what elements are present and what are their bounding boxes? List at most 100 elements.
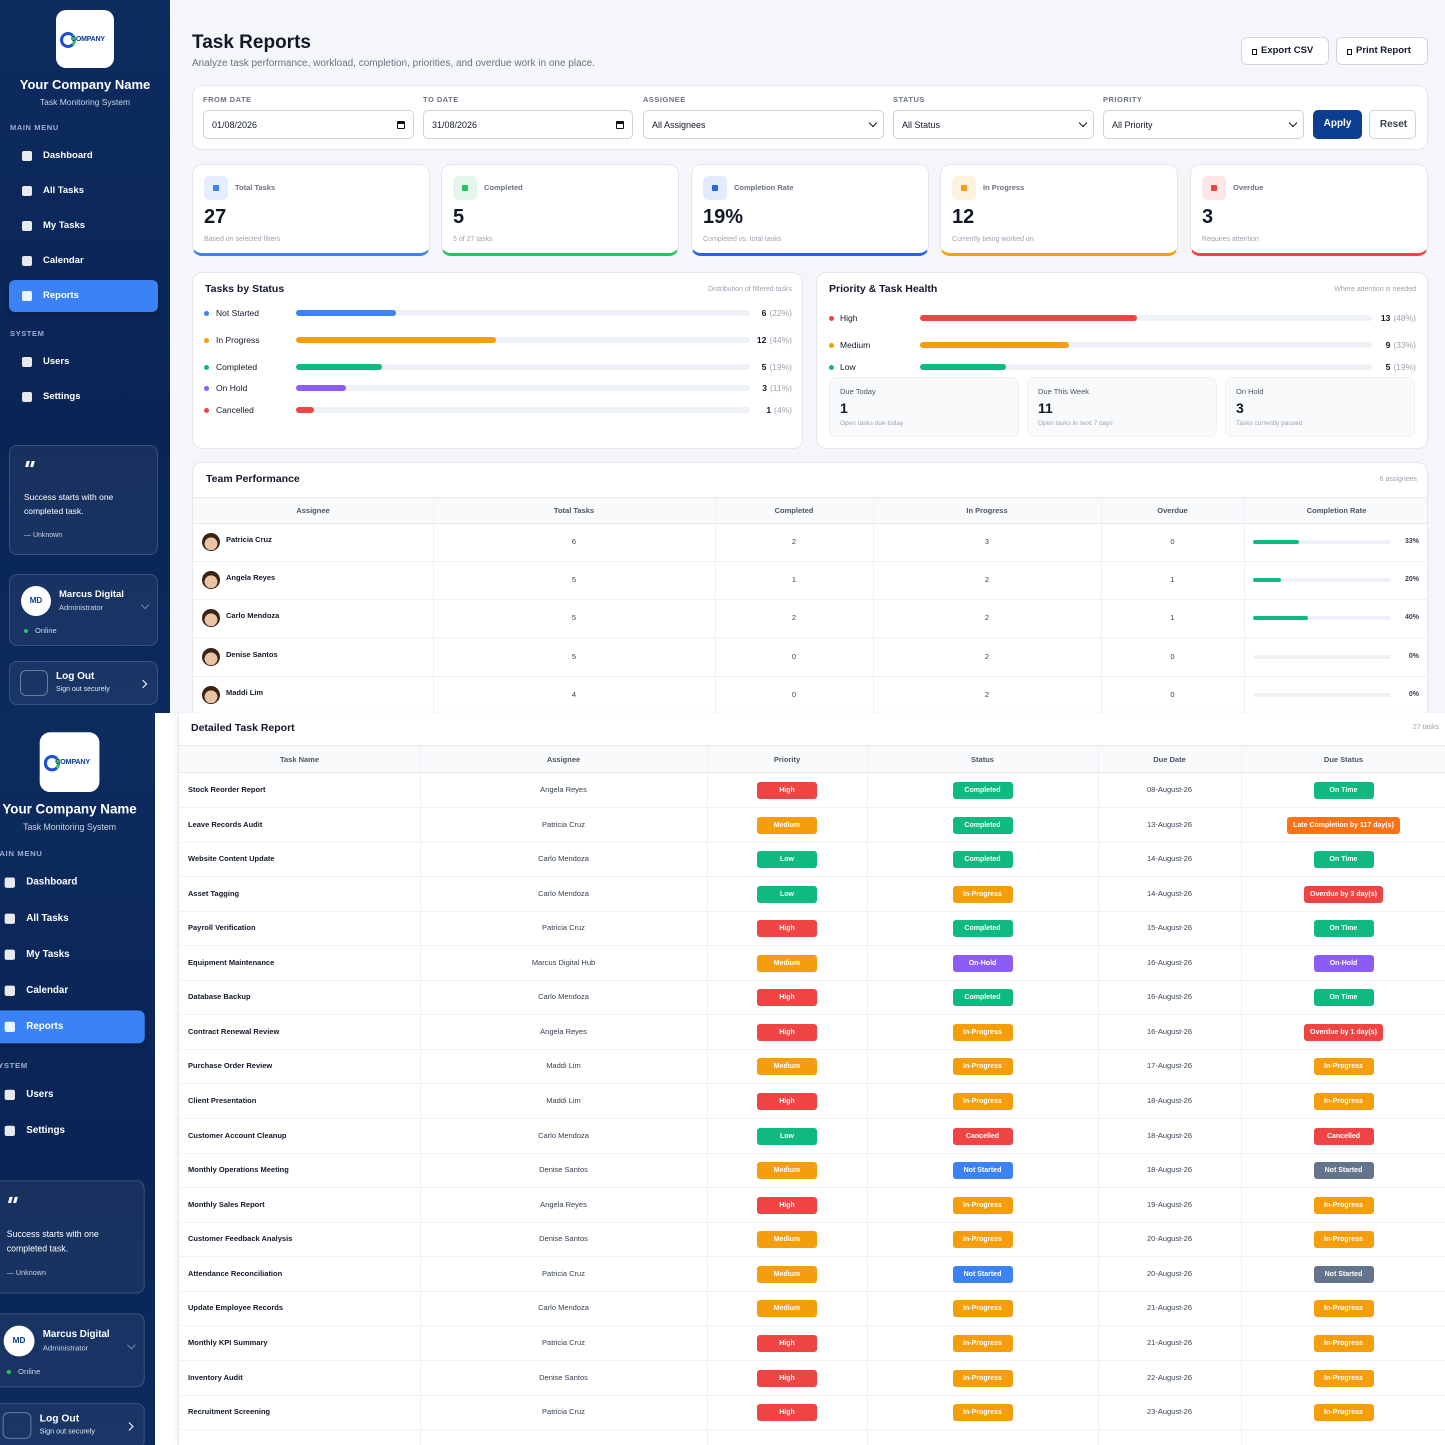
- menu-item[interactable]: Reports: [43, 290, 79, 301]
- apply-button[interactable]: Apply: [1313, 110, 1362, 139]
- logout-button[interactable]: Log Out Sign out securely: [9, 661, 158, 705]
- tagline: Task Monitoring System: [39, 97, 131, 107]
- badge-slot: In-Progress: [1244, 1404, 1444, 1422]
- task-name: Leave Records Audit: [188, 819, 263, 829]
- task-cell: 15-August-26: [1146, 923, 1193, 933]
- bar-track: [296, 310, 750, 316]
- logout-button[interactable]: Log Out Sign out securely: [0, 1402, 145, 1445]
- menu-item[interactable]: Users: [43, 356, 70, 367]
- menu-item[interactable]: Settings: [43, 391, 81, 402]
- legend-dot: [204, 385, 209, 391]
- badge-slot: Completed: [883, 920, 1083, 938]
- task-name: Database Backup: [188, 992, 251, 1002]
- row-divider: [179, 1118, 1445, 1120]
- task-cell: Angela Reyes: [540, 1199, 587, 1209]
- status-card: [192, 272, 803, 449]
- team-cell: 1: [1170, 613, 1175, 622]
- reset-button[interactable]: Reset: [1369, 110, 1416, 139]
- filter-input[interactable]: All Assignees: [643, 110, 884, 139]
- assignee-name: Maddi Lim: [226, 688, 264, 697]
- menu-item[interactable]: Reports: [26, 1020, 64, 1033]
- menu-label: SYSTEM: [10, 329, 45, 338]
- column-header: Assignee: [296, 506, 330, 515]
- rate-bar: [1253, 578, 1281, 582]
- sidebar: COMPANY Your Company Name Task Monitoring …: [0, 0, 170, 713]
- task-name: Attendance Reconciliation: [188, 1268, 283, 1278]
- task-name: Monthly Operations Meeting: [188, 1165, 289, 1175]
- task-cell: Denise Santos: [539, 1165, 588, 1175]
- badge: Overdue by 1 day(s): [1304, 1023, 1383, 1041]
- menu-icon: [22, 392, 32, 402]
- menu-item[interactable]: Users: [26, 1088, 54, 1101]
- menu-item[interactable]: Dashboard: [43, 150, 93, 161]
- avatar-initials: MD: [29, 596, 43, 605]
- menu-item[interactable]: Calendar: [26, 984, 69, 996]
- task-cell: Patricia Cruz: [542, 1268, 585, 1278]
- rate-track: [1253, 578, 1391, 582]
- badge: Completed: [952, 851, 1013, 869]
- task-name: Contract Renewal Review: [188, 1026, 280, 1036]
- card-subtitle: 6 assignees: [1379, 476, 1417, 483]
- filter-input[interactable]: All Priority: [1103, 110, 1304, 139]
- quote-card: Success starts with one completed task. —…: [9, 445, 158, 555]
- filter-input[interactable]: All Status: [893, 110, 1094, 139]
- stat-note: Based on selected filters: [204, 236, 281, 243]
- filter-input[interactable]: 31/08/2026: [423, 110, 633, 139]
- badge: In-Progress: [1313, 1369, 1374, 1387]
- menu-icon: [4, 1125, 15, 1137]
- badge-slot: High: [687, 1093, 887, 1111]
- item-name: Completed: [216, 362, 258, 372]
- task-name: Customer Account Cleanup: [188, 1130, 287, 1140]
- row-divider: [179, 1014, 1445, 1016]
- menu-item[interactable]: All Tasks: [26, 912, 69, 924]
- menu-item[interactable]: Calendar: [43, 255, 84, 266]
- task-name: Equipment Maintenance: [188, 957, 275, 967]
- menu-item[interactable]: All Tasks: [43, 185, 85, 196]
- badge-slot: Not Started: [1244, 1265, 1444, 1283]
- task-cell: Patricia Cruz: [542, 923, 585, 933]
- badge: Medium: [757, 1231, 817, 1249]
- task-cell: Patricia Cruz: [542, 819, 585, 829]
- assignee-name: Patricia Cruz: [226, 535, 272, 544]
- quote-card: Success starts with one completed task. —…: [0, 1180, 145, 1294]
- quote-mark: [7, 1196, 13, 1204]
- badge: In-Progress: [952, 1369, 1013, 1387]
- item-count: 9 (33%): [1378, 333, 1416, 357]
- column-divider: [1244, 497, 1245, 731]
- row-divider: [179, 1083, 1445, 1085]
- bar-track: [296, 407, 750, 413]
- task-cell: Marcus Digital Hub: [531, 957, 596, 967]
- health-note: Open tasks due today: [840, 420, 904, 427]
- card-title: Tasks by Status: [205, 283, 285, 295]
- card-subtitle: Where attention is needed: [1334, 286, 1416, 293]
- legend-dot: [829, 342, 834, 348]
- badge: Medium: [757, 1162, 817, 1180]
- filter-value: All Assignees: [652, 120, 706, 130]
- team-cell: 4: [571, 690, 577, 699]
- row-divider: [193, 676, 1427, 677]
- action-button[interactable]: Print Report: [1336, 37, 1428, 65]
- menu-item[interactable]: Dashboard: [26, 876, 78, 888]
- menu-item[interactable]: My Tasks: [26, 948, 70, 960]
- stat-card: Total Tasks 27 Based on selected filters: [192, 164, 430, 256]
- menu-item[interactable]: Settings: [26, 1124, 65, 1137]
- assignee-avatar: [202, 648, 220, 666]
- task-cell: 19-August-26: [1146, 1199, 1193, 1209]
- badge: Overdue by 3 day(s): [1304, 885, 1383, 903]
- task-name: Purchase Order Review: [188, 1061, 273, 1071]
- health-note: Open tasks in next 7 days: [1038, 420, 1113, 427]
- badge-slot: In-Progress: [883, 1023, 1083, 1041]
- team-cell: 3: [984, 537, 990, 546]
- count-percent: (19%): [769, 361, 792, 372]
- task-cell: Denise Santos: [539, 1234, 588, 1244]
- legend-dot: [829, 364, 834, 370]
- menu-item[interactable]: My Tasks: [43, 220, 86, 231]
- health-value: 3: [1236, 400, 1244, 416]
- badge-slot: High: [687, 920, 887, 938]
- action-button[interactable]: Export CSV: [1241, 37, 1329, 65]
- count-value: 9: [1385, 339, 1391, 350]
- badge-slot: In-Progress: [883, 1231, 1083, 1249]
- filter-input[interactable]: 01/08/2026: [203, 110, 414, 139]
- task-cell: Carlo Mendoza: [538, 1130, 589, 1140]
- quote-author: — Unknown: [6, 1269, 47, 1278]
